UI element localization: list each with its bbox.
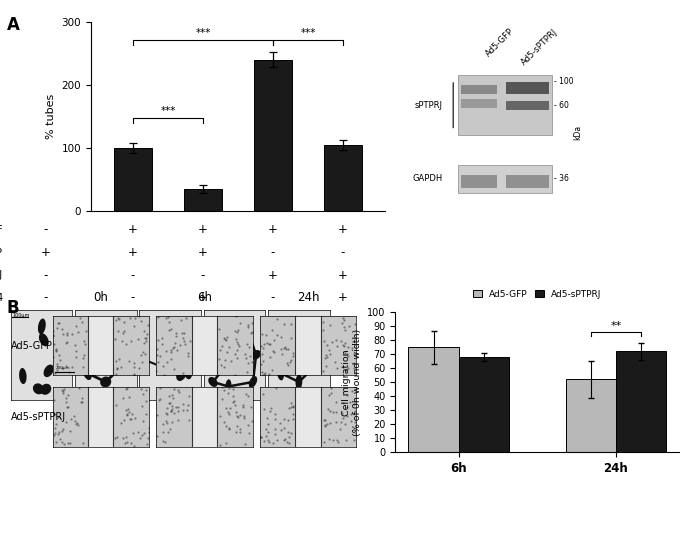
Bar xyxy=(461,100,497,107)
Text: +: + xyxy=(338,224,348,237)
Ellipse shape xyxy=(100,376,111,387)
Ellipse shape xyxy=(177,352,189,364)
Text: +: + xyxy=(198,224,208,237)
Bar xyxy=(566,379,616,452)
Text: +: + xyxy=(128,246,138,259)
Bar xyxy=(458,75,552,135)
Text: -: - xyxy=(131,269,135,282)
Text: Ad5-GFP: Ad5-GFP xyxy=(484,27,516,59)
Ellipse shape xyxy=(312,359,323,369)
Text: +: + xyxy=(338,269,348,282)
Text: +: + xyxy=(268,224,278,237)
Bar xyxy=(88,316,113,375)
Ellipse shape xyxy=(83,366,92,380)
Bar xyxy=(461,84,497,94)
Text: Ad5-sPTPRJ: Ad5-sPTPRJ xyxy=(0,270,3,280)
Ellipse shape xyxy=(251,350,261,359)
Text: A: A xyxy=(7,16,20,35)
Text: **: ** xyxy=(610,321,622,330)
Text: 24h: 24h xyxy=(297,291,319,304)
Ellipse shape xyxy=(101,347,111,362)
Text: Ad5-GFP: Ad5-GFP xyxy=(0,248,3,258)
Ellipse shape xyxy=(39,333,49,346)
Text: - 100: - 100 xyxy=(554,77,574,85)
Text: ***: *** xyxy=(300,28,316,38)
Bar xyxy=(461,175,497,188)
Ellipse shape xyxy=(114,329,122,345)
Legend: Ad5-GFP, Ad5-sPTPRJ: Ad5-GFP, Ad5-sPTPRJ xyxy=(469,286,606,302)
Text: Ad5-sPTPRJ: Ad5-sPTPRJ xyxy=(519,27,559,67)
Ellipse shape xyxy=(276,366,284,380)
Text: VEGF: VEGF xyxy=(0,225,3,235)
Bar xyxy=(408,347,458,452)
Text: sPTPRJ: sPTPRJ xyxy=(415,101,443,110)
Bar xyxy=(113,148,153,211)
Text: -: - xyxy=(43,269,48,282)
Text: Ad5-sPTPRJ: Ad5-sPTPRJ xyxy=(10,412,66,422)
Text: - 60: - 60 xyxy=(554,101,569,110)
Text: 200μm: 200μm xyxy=(55,366,70,370)
Ellipse shape xyxy=(43,364,54,377)
Ellipse shape xyxy=(225,316,232,330)
Text: -: - xyxy=(271,292,275,304)
Bar xyxy=(506,101,549,110)
Text: -: - xyxy=(271,246,275,259)
Ellipse shape xyxy=(231,348,238,362)
Y-axis label: Cell migration
(% of 0h wound width): Cell migration (% of 0h wound width) xyxy=(342,329,362,436)
Text: 0h: 0h xyxy=(93,291,108,304)
Bar xyxy=(616,351,666,452)
Text: 6h: 6h xyxy=(197,291,212,304)
Text: Ad5-GFP: Ad5-GFP xyxy=(10,341,52,351)
Ellipse shape xyxy=(225,379,232,393)
Text: +: + xyxy=(128,224,138,237)
Bar xyxy=(295,387,321,447)
Ellipse shape xyxy=(41,384,51,395)
Bar xyxy=(324,145,363,211)
Bar xyxy=(295,316,321,375)
Text: 100μm: 100μm xyxy=(13,313,29,318)
Ellipse shape xyxy=(295,374,302,390)
Text: +: + xyxy=(268,269,278,282)
Text: -: - xyxy=(131,292,135,304)
Ellipse shape xyxy=(243,321,251,334)
Bar xyxy=(506,175,549,188)
Text: -: - xyxy=(43,224,48,237)
Text: +: + xyxy=(198,292,208,304)
Bar xyxy=(192,316,217,375)
Y-axis label: % tubes: % tubes xyxy=(46,94,56,139)
Ellipse shape xyxy=(88,322,99,334)
Ellipse shape xyxy=(33,384,44,395)
Text: -: - xyxy=(201,269,205,282)
Text: PTPRJ Pep19.4: PTPRJ Pep19.4 xyxy=(0,293,3,303)
Bar xyxy=(183,189,223,211)
Bar xyxy=(192,387,217,447)
Text: -: - xyxy=(43,292,48,304)
Bar xyxy=(458,165,552,193)
Ellipse shape xyxy=(210,329,216,344)
Ellipse shape xyxy=(176,366,187,381)
Ellipse shape xyxy=(176,322,186,338)
Text: GAPDH: GAPDH xyxy=(412,174,443,184)
Ellipse shape xyxy=(208,377,218,387)
Ellipse shape xyxy=(281,327,292,337)
Ellipse shape xyxy=(19,368,27,384)
Ellipse shape xyxy=(119,358,130,369)
Text: +: + xyxy=(41,246,50,259)
Bar xyxy=(458,357,509,452)
Text: -: - xyxy=(341,246,345,259)
Text: - 36: - 36 xyxy=(554,174,569,184)
Bar xyxy=(506,82,549,94)
Bar xyxy=(254,60,293,211)
Text: ***: *** xyxy=(160,106,176,116)
Ellipse shape xyxy=(38,318,46,334)
Text: kDa: kDa xyxy=(573,125,582,140)
Ellipse shape xyxy=(248,376,257,388)
Bar xyxy=(88,387,113,447)
Text: +: + xyxy=(198,246,208,259)
Text: B: B xyxy=(7,299,20,317)
Text: ***: *** xyxy=(195,28,211,38)
Ellipse shape xyxy=(301,330,309,343)
Text: +: + xyxy=(338,292,348,304)
Ellipse shape xyxy=(183,362,192,379)
